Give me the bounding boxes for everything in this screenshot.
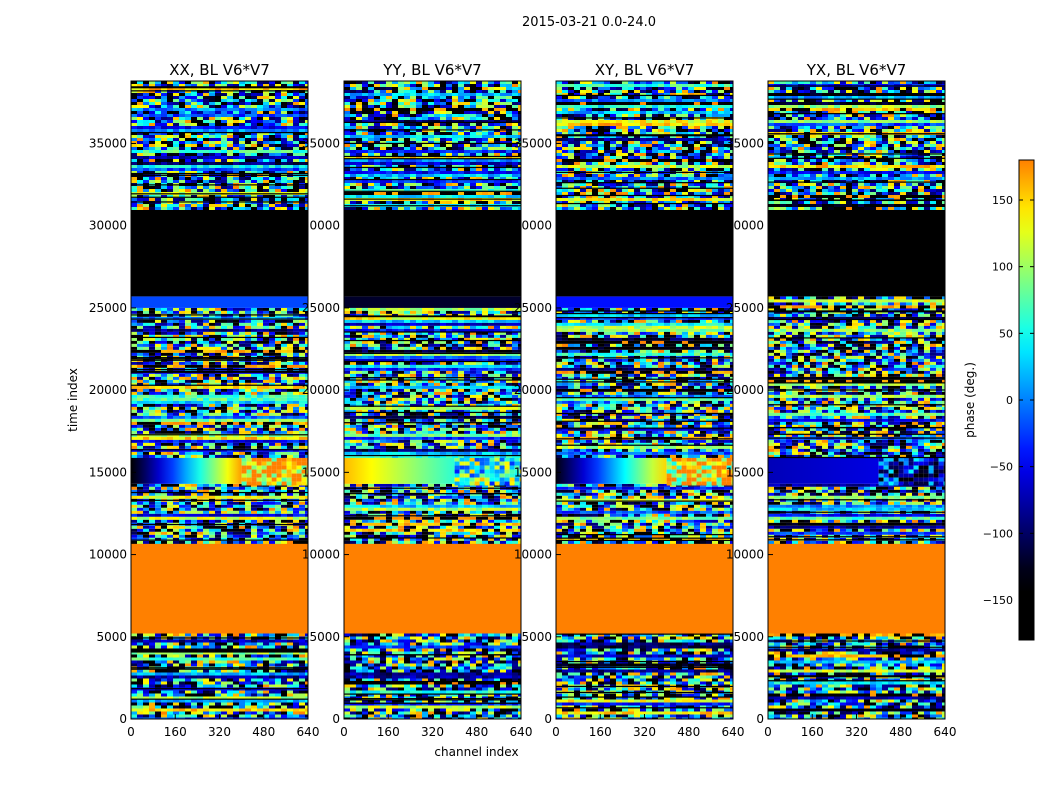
- x-tick-label: 0: [340, 725, 348, 739]
- x-tick-label: 160: [801, 725, 824, 739]
- y-tick-label: 15000: [514, 465, 552, 479]
- y-tick-label: 10000: [514, 548, 552, 562]
- region-flat: [344, 209, 521, 297]
- y-tick-label: 25000: [514, 301, 552, 315]
- x-tick-label: 480: [465, 725, 488, 739]
- heatmap-panel-2: XY, BL V6*V7 0 160 320 480 640 0 5000 10000 15000…: [514, 61, 745, 739]
- y-tick-label: 10000: [89, 548, 127, 562]
- x-tick-label: 480: [252, 725, 275, 739]
- y-tick-label: 25000: [89, 301, 127, 315]
- y-tick-label: 20000: [302, 383, 340, 397]
- x-tick-label: 320: [845, 725, 868, 739]
- y-tick-label: 5000: [521, 630, 552, 644]
- heatmap-cells: [131, 81, 308, 719]
- region-flat: [556, 209, 733, 297]
- y-tick-label: 0: [119, 712, 127, 726]
- region-flat: [131, 541, 308, 634]
- x-tick-label: 640: [722, 725, 745, 739]
- y-tick-label: 30000: [89, 219, 127, 233]
- x-axis-label: channel index: [434, 745, 518, 759]
- y-tick-label: 20000: [89, 383, 127, 397]
- region-flat: [131, 209, 308, 297]
- x-tick-label: 640: [934, 725, 957, 739]
- region-gradient: [556, 457, 667, 484]
- y-tick-label: 5000: [96, 630, 127, 644]
- y-tick-label: 20000: [726, 383, 764, 397]
- colorbar-tick-label: 50: [999, 327, 1013, 340]
- x-tick-label: 160: [589, 725, 612, 739]
- colorbar: −150 −100 −50 0 50 100 150 phase (deg.): [963, 159, 1035, 641]
- y-tick-label: 15000: [89, 465, 127, 479]
- y-tick-label: 30000: [302, 219, 340, 233]
- x-tick-label: 0: [127, 725, 135, 739]
- region-gradient: [768, 457, 879, 484]
- x-tick-label: 320: [633, 725, 656, 739]
- x-tick-label: 0: [552, 725, 560, 739]
- colorbar-tick-label: 150: [992, 194, 1013, 207]
- y-tick-label: 35000: [514, 136, 552, 150]
- y-tick-label: 10000: [302, 548, 340, 562]
- region-flat: [344, 296, 521, 308]
- y-tick-label: 5000: [309, 630, 340, 644]
- y-tick-label: 30000: [514, 219, 552, 233]
- y-tick-label: 0: [544, 712, 552, 726]
- x-tick-label: 160: [377, 725, 400, 739]
- y-tick-label: 25000: [302, 301, 340, 315]
- panel-title: XX, BL V6*V7: [169, 61, 270, 79]
- region-flat: [556, 541, 733, 634]
- y-tick-label: 30000: [726, 219, 764, 233]
- x-tick-label: 480: [677, 725, 700, 739]
- y-tick-label: 35000: [726, 136, 764, 150]
- x-tick-label: 640: [297, 725, 320, 739]
- x-tick-label: 480: [889, 725, 912, 739]
- y-tick-label: 20000: [514, 383, 552, 397]
- region-flat: [131, 296, 308, 308]
- colorbar-label: phase (deg.): [963, 362, 977, 438]
- heatmap-panel-1: YY, BL V6*V7 0 160 320 480 640 0 5000 10000 15000…: [302, 61, 533, 759]
- panel-title: YX, BL V6*V7: [806, 61, 907, 79]
- region-gradient: [344, 457, 455, 484]
- y-tick-label: 15000: [302, 465, 340, 479]
- region-gradient: [131, 457, 242, 484]
- region-flat: [768, 209, 945, 297]
- panels: XX, BL V6*V7 0 160 320 480 640 0 5000 10000 15000…: [66, 61, 956, 759]
- y-tick-label: 35000: [89, 136, 127, 150]
- panel-title: YY, BL V6*V7: [382, 61, 481, 79]
- colorbar-tick-label: −100: [983, 527, 1013, 540]
- colorbar-tick-label: 100: [992, 261, 1013, 274]
- region-flat: [344, 541, 521, 634]
- y-axis-label: time index: [66, 368, 80, 432]
- x-tick-label: 160: [164, 725, 187, 739]
- region-flat: [768, 541, 945, 634]
- y-tick-label: 10000: [726, 548, 764, 562]
- region-flat: [556, 296, 733, 308]
- figure-suptitle: 2015-03-21 0.0-24.0: [522, 15, 656, 30]
- heatmap-cells: [344, 81, 521, 719]
- y-tick-label: 0: [756, 712, 764, 726]
- y-tick-label: 5000: [733, 630, 764, 644]
- x-tick-label: 320: [208, 725, 231, 739]
- heatmap-cells: [768, 81, 945, 719]
- heatmap-panel-0: XX, BL V6*V7 0 160 320 480 640 0 5000 10000 15000…: [66, 61, 319, 739]
- colorbar-tick-label: −50: [990, 461, 1013, 474]
- heatmap-cells: [556, 81, 733, 719]
- panel-title: XY, BL V6*V7: [595, 61, 695, 79]
- colorbar-tick-label: 0: [1006, 394, 1013, 407]
- heatmap-panel-3: YX, BL V6*V7 0 160 320 480 640 0 5000 10000 15000…: [726, 61, 957, 739]
- y-tick-label: 35000: [302, 136, 340, 150]
- x-tick-label: 320: [421, 725, 444, 739]
- x-tick-label: 0: [764, 725, 772, 739]
- x-tick-label: 640: [510, 725, 533, 739]
- y-tick-label: 0: [332, 712, 340, 726]
- colorbar-tick-label: −150: [983, 594, 1013, 607]
- y-tick-label: 15000: [726, 465, 764, 479]
- y-tick-label: 25000: [726, 301, 764, 315]
